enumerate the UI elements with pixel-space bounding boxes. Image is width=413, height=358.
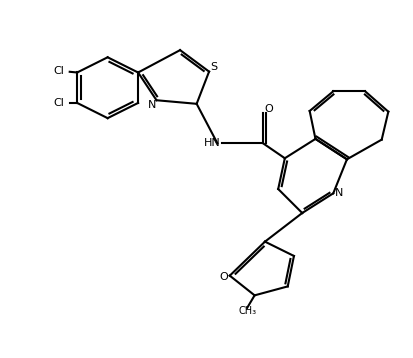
Text: HN: HN bbox=[204, 138, 220, 148]
Text: CH₃: CH₃ bbox=[237, 306, 256, 316]
Text: O: O bbox=[218, 272, 228, 282]
Text: N: N bbox=[148, 100, 156, 110]
Text: Cl: Cl bbox=[53, 66, 64, 76]
Text: N: N bbox=[335, 188, 343, 198]
Text: S: S bbox=[210, 62, 217, 72]
Text: Cl: Cl bbox=[53, 98, 64, 108]
Text: O: O bbox=[264, 104, 273, 114]
